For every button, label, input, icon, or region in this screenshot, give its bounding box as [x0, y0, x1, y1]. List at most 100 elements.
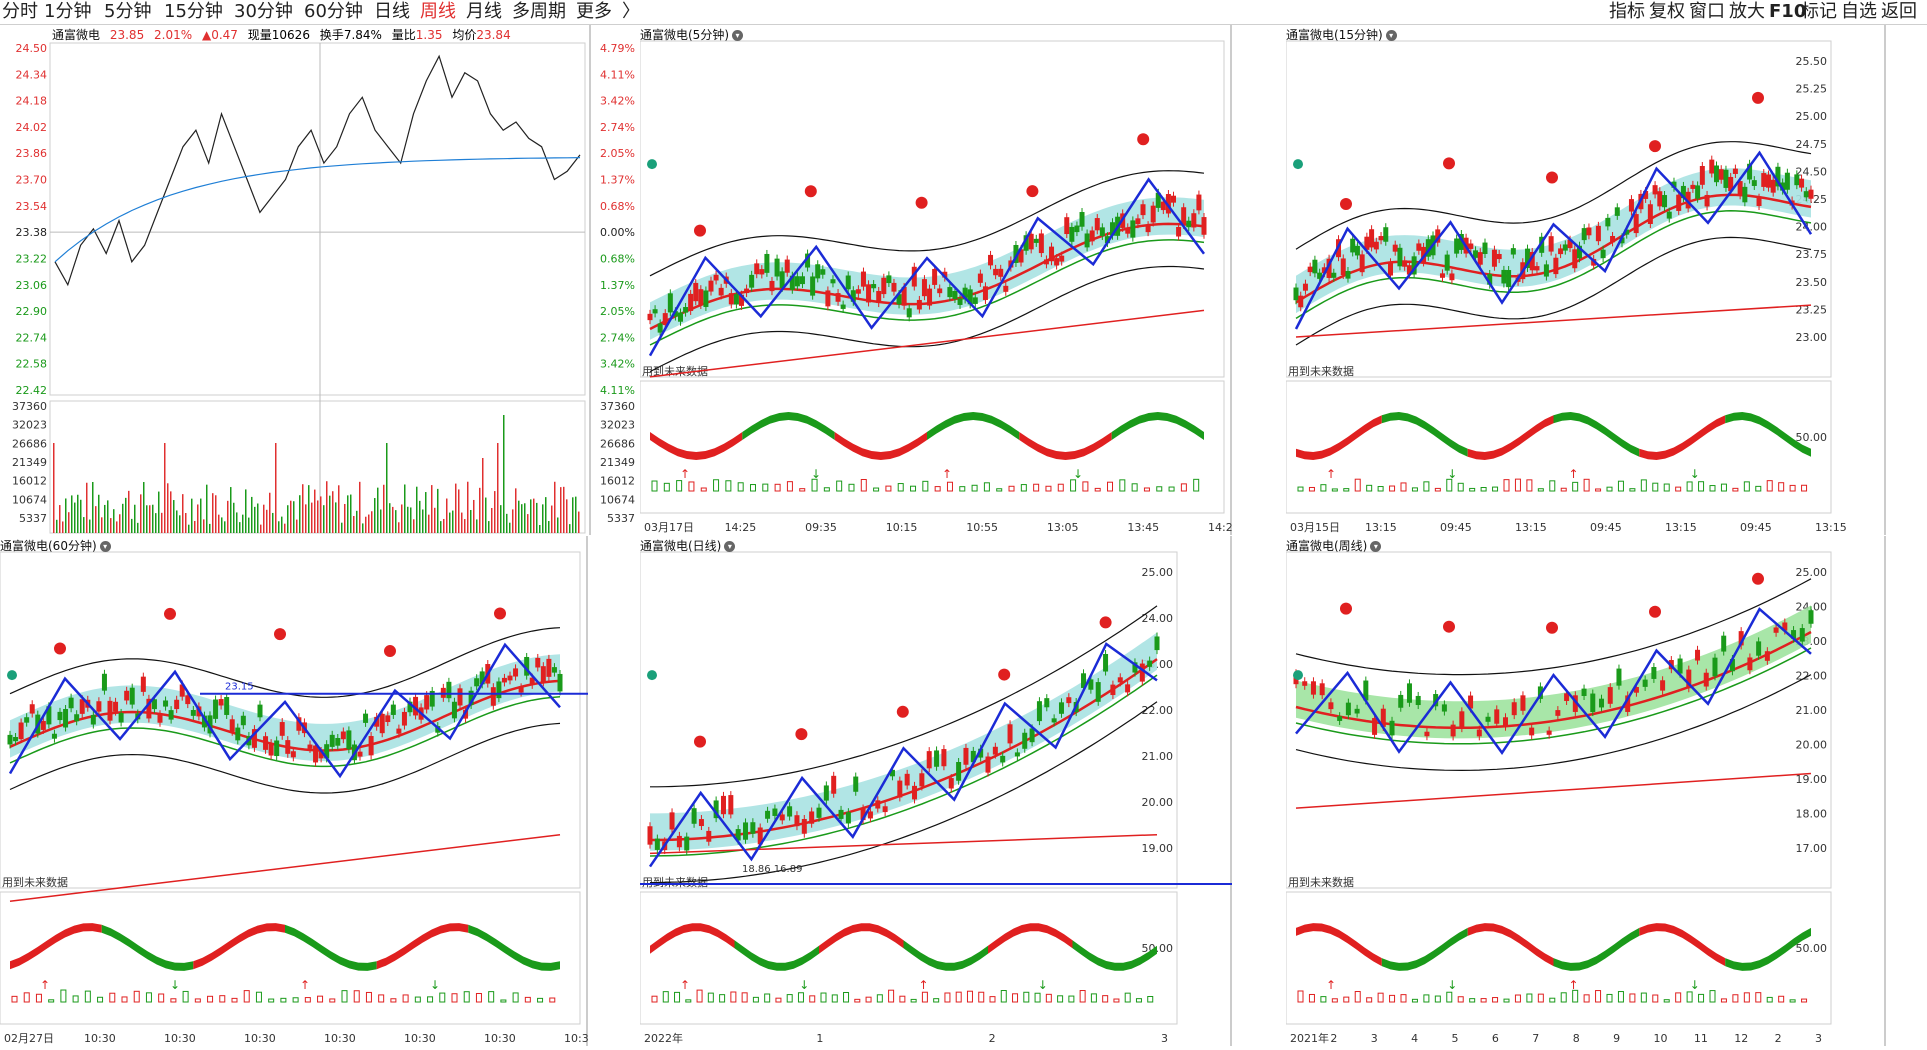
time-axis-label: 13:15 — [1665, 521, 1697, 534]
candle-body — [1625, 695, 1631, 712]
volume-bar — [404, 484, 406, 533]
candle-body — [307, 744, 313, 749]
period-tab-3[interactable]: 15分钟 — [164, 1, 223, 22]
oscillator-segment — [101, 924, 194, 971]
kline-panel-5min[interactable]: 通富微电(5分钟) ▾ 用到未来数据 03月17日 14:25 09:35 10:15 10… — [639, 25, 1240, 535]
candle-body — [1450, 724, 1456, 737]
candle-body — [1791, 630, 1797, 639]
period-tab-5[interactable]: 60分钟 — [304, 1, 363, 22]
period-tab-0[interactable]: 分时 — [2, 1, 38, 22]
tool-button-6[interactable]: 自选 — [1841, 1, 1877, 22]
candle-body — [698, 819, 704, 827]
osc-axis-tick: 50.00 — [1142, 942, 1174, 955]
period-tab-7[interactable]: 周线 — [420, 1, 456, 22]
osc-bar — [427, 996, 434, 1003]
osc-frame — [1285, 380, 1832, 514]
tool-button-4[interactable]: F10 — [1769, 1, 1807, 22]
timeshare-infoline: 通富微电 23.85 2.01% ▲0.47 现量10626 换手7.84% 量… — [52, 26, 517, 43]
kline-chart-15min: 25.5025.2525.0024.7524.5024.2524.0023.75… — [1285, 25, 1886, 535]
candle-body — [754, 263, 760, 275]
osc-bar — [1572, 481, 1579, 492]
osc-bar — [696, 989, 703, 1003]
period-tab-11[interactable]: 〉 — [622, 1, 640, 22]
tool-button-1[interactable]: 复权 — [1649, 1, 1685, 22]
price-axis-tick: 25.00 — [1796, 110, 1828, 123]
volume-bar — [122, 503, 124, 533]
volume-bar — [560, 487, 562, 533]
candle-body — [51, 733, 57, 739]
osc-bar — [1663, 999, 1670, 1003]
oscillator-segment — [734, 940, 819, 971]
change-pct: 2.01% — [154, 28, 193, 42]
osc-bar — [1119, 479, 1126, 492]
osc-bar — [1732, 994, 1739, 1003]
candle-body — [107, 700, 113, 721]
candle-body — [1007, 724, 1013, 744]
kline-panel-day[interactable]: 通富微电(日线) ▾ 25.00 24.00 23.00 22.00 21.00 20.00… — [639, 536, 1232, 1046]
osc-bar — [1743, 481, 1750, 492]
pct-tick: 2.74% — [600, 121, 635, 134]
volume-bar — [182, 494, 184, 533]
candle-body — [63, 708, 69, 728]
period-tab-1[interactable]: 1分钟 — [44, 1, 92, 22]
volume-bar — [98, 494, 100, 533]
kline-panel-week[interactable]: 通富微电(周线)▾ 25.0024.0023.0022.0021.0020.00… — [1285, 536, 1886, 1046]
sell-signal-marker — [1443, 620, 1455, 633]
candle-body — [1808, 610, 1814, 624]
volume-bar — [170, 491, 172, 533]
chevron-down-icon[interactable]: ▾ — [1370, 541, 1382, 552]
tool-button-2[interactable]: 窗口 — [1689, 1, 1725, 22]
tool-button-0[interactable]: 指标 — [1609, 1, 1645, 22]
period-tab-10[interactable]: 更多 — [576, 1, 612, 22]
sell-signal-marker — [1340, 602, 1352, 615]
volume-bar — [269, 492, 271, 533]
candle-body — [1633, 687, 1639, 693]
osc-bar — [752, 996, 759, 1003]
price-axis-tick: 24.50 — [1796, 165, 1828, 178]
chevron-down-icon[interactable]: ▾ — [99, 541, 111, 552]
chevron-down-icon[interactable]: ▾ — [732, 30, 743, 41]
osc-bar — [1514, 478, 1521, 492]
time-axis-label: 10:30 — [564, 1032, 588, 1045]
time-axis-label: 1 — [816, 1032, 823, 1045]
osc-bar — [730, 991, 737, 1003]
volume-bar — [425, 492, 427, 533]
candle-body — [691, 808, 697, 824]
time-axis-label: 10:30 — [164, 1032, 196, 1045]
candle-body — [1054, 258, 1060, 266]
osc-bar — [1629, 993, 1636, 1003]
volume-bar — [389, 503, 391, 533]
timeshare-panel[interactable]: 通富微电 23.85 2.01% ▲0.47 现量10626 换手7.84% 量… — [0, 25, 640, 535]
volume-bar — [476, 519, 478, 533]
candle-body — [654, 838, 660, 850]
volume-bar — [260, 524, 262, 533]
period-tab-2[interactable]: 5分钟 — [104, 1, 152, 22]
kline-panel-15min[interactable]: 通富微电(15分钟) ▾ 25.50 25.25 25.00 24.75 24.50 24.… — [1285, 25, 1886, 535]
volume-bar — [215, 495, 217, 533]
period-tab-9[interactable]: 多周期 — [512, 1, 566, 22]
osc-bar — [1778, 995, 1785, 1003]
period-tab-6[interactable]: 日线 — [374, 1, 410, 22]
osc-bar — [1617, 480, 1624, 492]
signal-arrow: ↑ — [919, 978, 929, 992]
chevron-down-icon[interactable]: ▾ — [724, 541, 736, 552]
candle-body — [1364, 236, 1370, 250]
price-tick: 23.70 — [16, 174, 48, 187]
candle-body — [897, 780, 903, 798]
price-axis-tick: 20.00 — [1142, 796, 1174, 809]
tool-button-5[interactable]: 标记 — [1801, 1, 1837, 22]
candle-body — [1160, 201, 1166, 211]
candle-body — [296, 717, 302, 731]
volume-bar — [311, 502, 313, 533]
kline-panel-60min[interactable]: 通富微电(60分钟) ▾ 用到未来数据 02月27日 10:30 10:30 10:30 1… — [0, 536, 596, 1046]
tool-button-7[interactable]: 返回 — [1881, 1, 1917, 22]
volume-bar — [71, 495, 73, 533]
candle-body — [1095, 682, 1101, 702]
chevron-down-icon[interactable]: ▾ — [1385, 30, 1397, 41]
candle-body — [1328, 702, 1334, 710]
price-axis-tick: 21.00 — [1796, 704, 1828, 717]
tool-button-3[interactable]: 放大 — [1729, 1, 1765, 22]
period-tab-4[interactable]: 30分钟 — [234, 1, 293, 22]
candle-body — [1079, 212, 1085, 227]
period-tab-8[interactable]: 月线 — [466, 1, 502, 22]
